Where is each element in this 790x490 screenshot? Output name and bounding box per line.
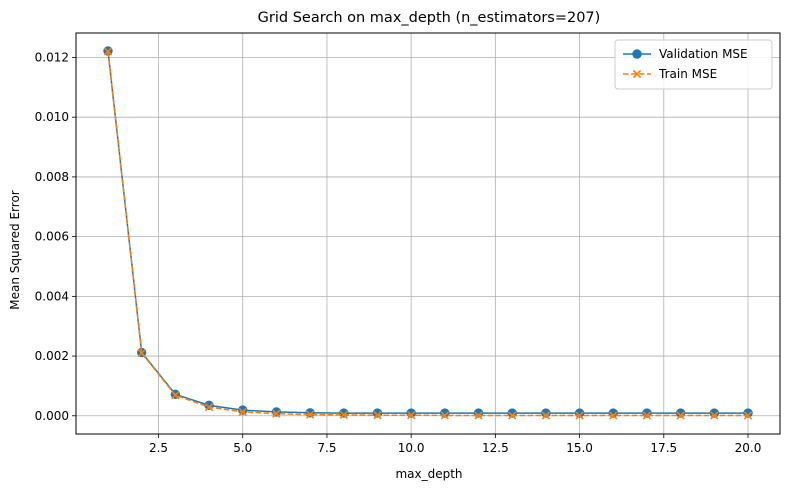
legend: Validation MSE Train MSE (614, 39, 773, 90)
data-point (171, 391, 180, 400)
data-point (642, 411, 652, 420)
y-tick-label: 0.002 (35, 349, 69, 363)
grid-lines (76, 33, 780, 434)
legend-box (614, 39, 773, 90)
x-tick-label: 12.5 (482, 441, 509, 455)
data-point (676, 411, 685, 420)
chart-title: Grid Search on max_depth (n_estimators=2… (258, 10, 601, 26)
plot-area-frame (75, 32, 781, 435)
x-axis-label: max_depth (395, 467, 462, 481)
data-point (339, 410, 348, 420)
data-point (204, 402, 214, 412)
x-tick-label: 2.5 (149, 441, 168, 455)
data-point (238, 407, 247, 417)
series-layer (103, 46, 753, 420)
data-point (609, 411, 618, 420)
series-1 (103, 47, 753, 420)
data-point (440, 411, 450, 420)
data-point (474, 411, 483, 420)
legend-marker (632, 49, 642, 59)
data-point (743, 411, 753, 420)
x-tick-label: 5.0 (233, 441, 252, 455)
y-tick-label: 0.008 (35, 170, 69, 184)
x-tick-label: 10.0 (398, 441, 425, 455)
data-point (339, 408, 349, 418)
x-tick-label: 7.5 (317, 441, 336, 455)
data-point (103, 47, 113, 56)
data-point (271, 407, 282, 417)
legend-label: Validation MSE (659, 47, 748, 61)
series-line (107, 51, 748, 417)
y-tick-label: 0.000 (35, 409, 69, 423)
data-point (710, 411, 719, 420)
data-point (137, 348, 146, 358)
data-point (508, 411, 517, 420)
data-point (272, 409, 281, 418)
data-point (238, 405, 248, 415)
y-axis-label: Mean Squared Error (8, 190, 22, 310)
data-point (305, 410, 315, 419)
x-axis: 2.5 5.0 7.5 10.0 12.5 15.0 17.5 20.0 (149, 434, 761, 455)
y-axis: 0.000 0.002 0.004 0.006 0.008 0.010 0.012 (35, 50, 76, 423)
y-tick-label: 0.006 (35, 230, 69, 244)
y-tick-label: 0.004 (35, 289, 69, 303)
x-tick-label: 15.0 (566, 441, 593, 455)
y-tick-label: 0.012 (35, 50, 69, 64)
legend-marker (632, 69, 642, 79)
data-point (541, 411, 551, 420)
data-point (406, 411, 416, 420)
x-tick-label: 17.5 (650, 441, 677, 455)
data-point (373, 411, 382, 420)
data-point (575, 411, 584, 420)
y-tick-label: 0.010 (35, 110, 69, 124)
x-tick-label: 20.0 (735, 441, 762, 455)
data-point (305, 408, 315, 418)
series-line (107, 50, 748, 414)
legend-label: Train MSE (658, 67, 717, 81)
